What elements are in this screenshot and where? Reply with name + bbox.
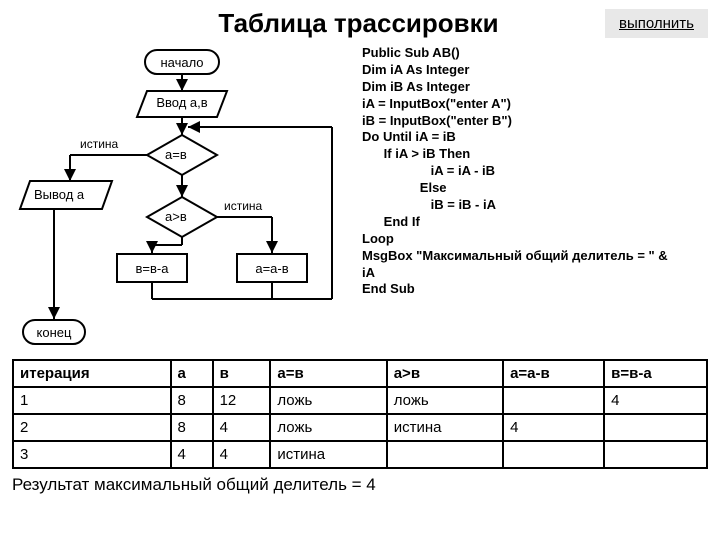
flow-end: конец (22, 319, 86, 345)
table-cell: 3 (13, 441, 171, 468)
table-cell (604, 414, 707, 441)
flow-label-true2: истина (224, 199, 262, 213)
flow-proc-right: а=а-в (236, 253, 308, 283)
table-header: а (171, 360, 213, 387)
table-header: в=в-а (604, 360, 707, 387)
table-header: в (213, 360, 271, 387)
table-row: 1812ложьложь4 (13, 387, 707, 414)
flow-start: начало (144, 49, 220, 75)
flow-label-true1: истина (80, 137, 118, 151)
table-cell: 12 (213, 387, 271, 414)
table-cell (387, 441, 503, 468)
table-header: итерация (13, 360, 171, 387)
table-cell: 8 (171, 414, 213, 441)
table-header: а=в (270, 360, 386, 387)
page-title: Таблица трассировки (12, 8, 605, 39)
flow-cond-eq: а=в (165, 147, 187, 162)
table-cell: 4 (171, 441, 213, 468)
table-cell (503, 387, 604, 414)
table-header: а>в (387, 360, 503, 387)
table-cell (503, 441, 604, 468)
table-cell: 4 (503, 414, 604, 441)
table-row: 284ложьистина4 (13, 414, 707, 441)
table-cell: 8 (171, 387, 213, 414)
table-cell: 4 (213, 441, 271, 468)
flowchart: начало Ввод а,в а=в а>в Вывод а в=в-а а=… (12, 43, 352, 353)
code-block: Public Sub AB() Dim iA As Integer Dim iB… (362, 43, 671, 353)
table-cell: ложь (387, 387, 503, 414)
table-cell: ложь (270, 387, 386, 414)
table-cell: 4 (213, 414, 271, 441)
execute-button[interactable]: выполнить (605, 9, 708, 38)
table-cell: истина (270, 441, 386, 468)
table-cell: 1 (13, 387, 171, 414)
table-header: а=а-в (503, 360, 604, 387)
table-row: 344истина (13, 441, 707, 468)
trace-table: итерацияава=ва>ва=а-вв=в-а 1812ложьложь4… (12, 359, 708, 469)
table-cell (604, 441, 707, 468)
result-text: Результат максимальный общий делитель = … (12, 475, 708, 495)
table-cell: истина (387, 414, 503, 441)
flow-proc-left: в=в-а (116, 253, 188, 283)
table-cell: 2 (13, 414, 171, 441)
table-cell: 4 (604, 387, 707, 414)
flow-cond-gt: а>в (165, 209, 187, 224)
flow-input: Ввод а,в (150, 95, 214, 110)
flow-output: Вывод а (34, 187, 84, 202)
table-cell: ложь (270, 414, 386, 441)
